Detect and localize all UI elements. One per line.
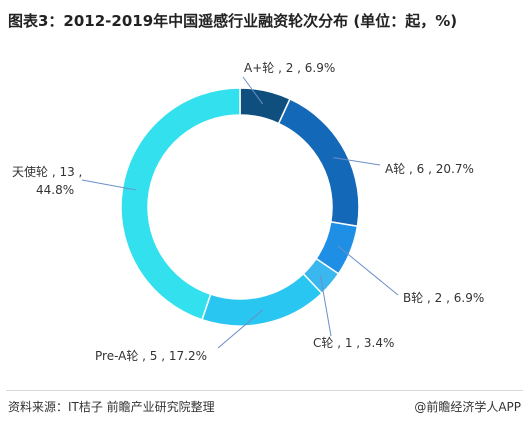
- brand-credit: @前瞻经济学人APP: [414, 400, 521, 414]
- leader-angel: [81, 179, 136, 191]
- leader-a: [333, 157, 381, 166]
- label-a: A轮 , 6 , 20.7%: [385, 162, 474, 176]
- leader-a-plus: [242, 76, 264, 105]
- label-c: C轮 , 1 , 3.4%: [313, 336, 394, 350]
- slice-angel: [120, 87, 241, 321]
- chart-title: 图表3：2012-2019年中国遥感行业融资轮次分布 (单位：起，%): [8, 12, 458, 30]
- label-angel-line1: 天使轮 , 13 ,: [12, 164, 82, 179]
- label-a-plus: A+轮 , 2 , 6.9%: [244, 61, 335, 75]
- leader-c: [319, 275, 332, 337]
- leader-pre-a: [217, 309, 264, 349]
- label-b: B轮 , 2 , 6.9%: [403, 291, 484, 305]
- leader-b: [337, 245, 399, 296]
- footer-divider: [6, 390, 523, 391]
- source-note: 资料来源：IT桔子 前瞻产业研究院整理: [8, 400, 215, 414]
- label-pre-a: Pre-A轮 , 5 , 17.2%: [95, 349, 207, 363]
- slice-a: [277, 98, 360, 228]
- slice-pre-a: [201, 272, 323, 327]
- label-angel-line2: 44.8%: [36, 183, 74, 197]
